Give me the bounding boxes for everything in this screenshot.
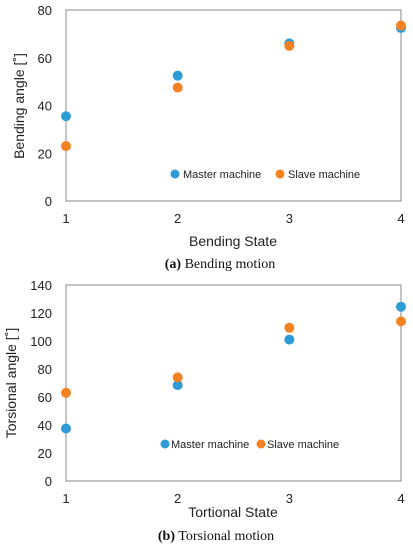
bending-chart: 0 20 40 60 80 1 2 3 4 Bending angle [˚] Bending… (11, 3, 406, 272)
data-points (61, 20, 406, 152)
master-data-point (61, 423, 71, 434)
y-tick-label: 120 (30, 306, 52, 321)
x-tick-label: 3 (286, 211, 293, 226)
y-tick-labels: 0 20 40 60 80 100 120 140 (30, 278, 52, 489)
x-axis-title: Bending State (189, 233, 277, 249)
torsional-chart: 0 20 40 60 80 100 120 140 1 2 3 4 Torsional angle … (3, 278, 406, 544)
slave-data-point (172, 82, 183, 93)
caption-letter: (b) (158, 529, 175, 544)
x-tick-label: 4 (397, 491, 404, 506)
y-axis-title: Torsional angle [˚] (3, 328, 19, 439)
y-tick-label: 40 (38, 418, 52, 433)
x-tick-label: 4 (397, 211, 404, 226)
legend-marker-master (170, 169, 180, 179)
y-tick-label: 60 (38, 390, 52, 405)
legend-marker-master (160, 439, 170, 449)
slave-data-point (61, 141, 71, 152)
y-tick-label: 100 (30, 334, 52, 349)
x-axis-title: Tortional State (188, 504, 278, 520)
x-tick-label: 1 (62, 491, 69, 506)
y-tick-label: 60 (38, 51, 52, 66)
caption-a: (a) Bending motion (165, 257, 275, 272)
legend-label-master: Master machine (171, 439, 249, 451)
slave-data-point (172, 372, 183, 383)
y-tick-label: 40 (38, 99, 52, 114)
caption-text: Torsional motion (175, 529, 274, 544)
legend-label-master: Master machine (183, 169, 261, 181)
legend: Master machine Slave machine (170, 169, 360, 181)
master-data-point (172, 70, 183, 81)
legend-marker-slave (275, 169, 285, 179)
slave-data-point (396, 20, 406, 31)
x-tick-label: 3 (286, 491, 293, 506)
y-tick-label: 0 (45, 194, 52, 209)
y-axis-title: Bending angle [˚] (11, 53, 27, 159)
legend-marker-slave (256, 439, 266, 449)
y-tick-label: 0 (45, 474, 52, 489)
master-data-point (284, 334, 295, 345)
caption-b: (b) Torsional motion (158, 529, 274, 544)
master-data-point (61, 111, 71, 122)
x-tick-labels: 1 2 3 4 (62, 211, 404, 226)
slave-data-point (284, 322, 295, 333)
plot-frame (65, 284, 402, 482)
data-points (61, 301, 406, 434)
slave-data-point (396, 316, 406, 327)
x-tick-label: 2 (174, 211, 181, 226)
y-tick-label: 80 (38, 362, 52, 377)
x-tick-label: 1 (62, 211, 69, 226)
plot-frame (65, 9, 402, 202)
master-data-point (396, 301, 406, 312)
master-data-point (172, 380, 183, 391)
caption-text: Bending motion (181, 257, 275, 272)
y-tick-label: 20 (38, 446, 52, 461)
legend-label-slave: Slave machine (267, 439, 339, 451)
x-tick-label: 2 (174, 491, 181, 506)
x-tick-labels: 1 2 3 4 (62, 491, 404, 506)
slave-data-point (61, 387, 71, 398)
legend: Master machine Slave machine (160, 439, 339, 451)
legend-label-slave: Slave machine (288, 169, 360, 181)
slave-data-point (284, 40, 295, 51)
y-tick-label: 140 (30, 278, 52, 293)
y-tick-labels: 0 20 40 60 80 (38, 3, 52, 209)
caption-letter: (a) (165, 257, 182, 272)
y-tick-label: 20 (38, 146, 52, 161)
y-tick-label: 80 (38, 3, 52, 18)
